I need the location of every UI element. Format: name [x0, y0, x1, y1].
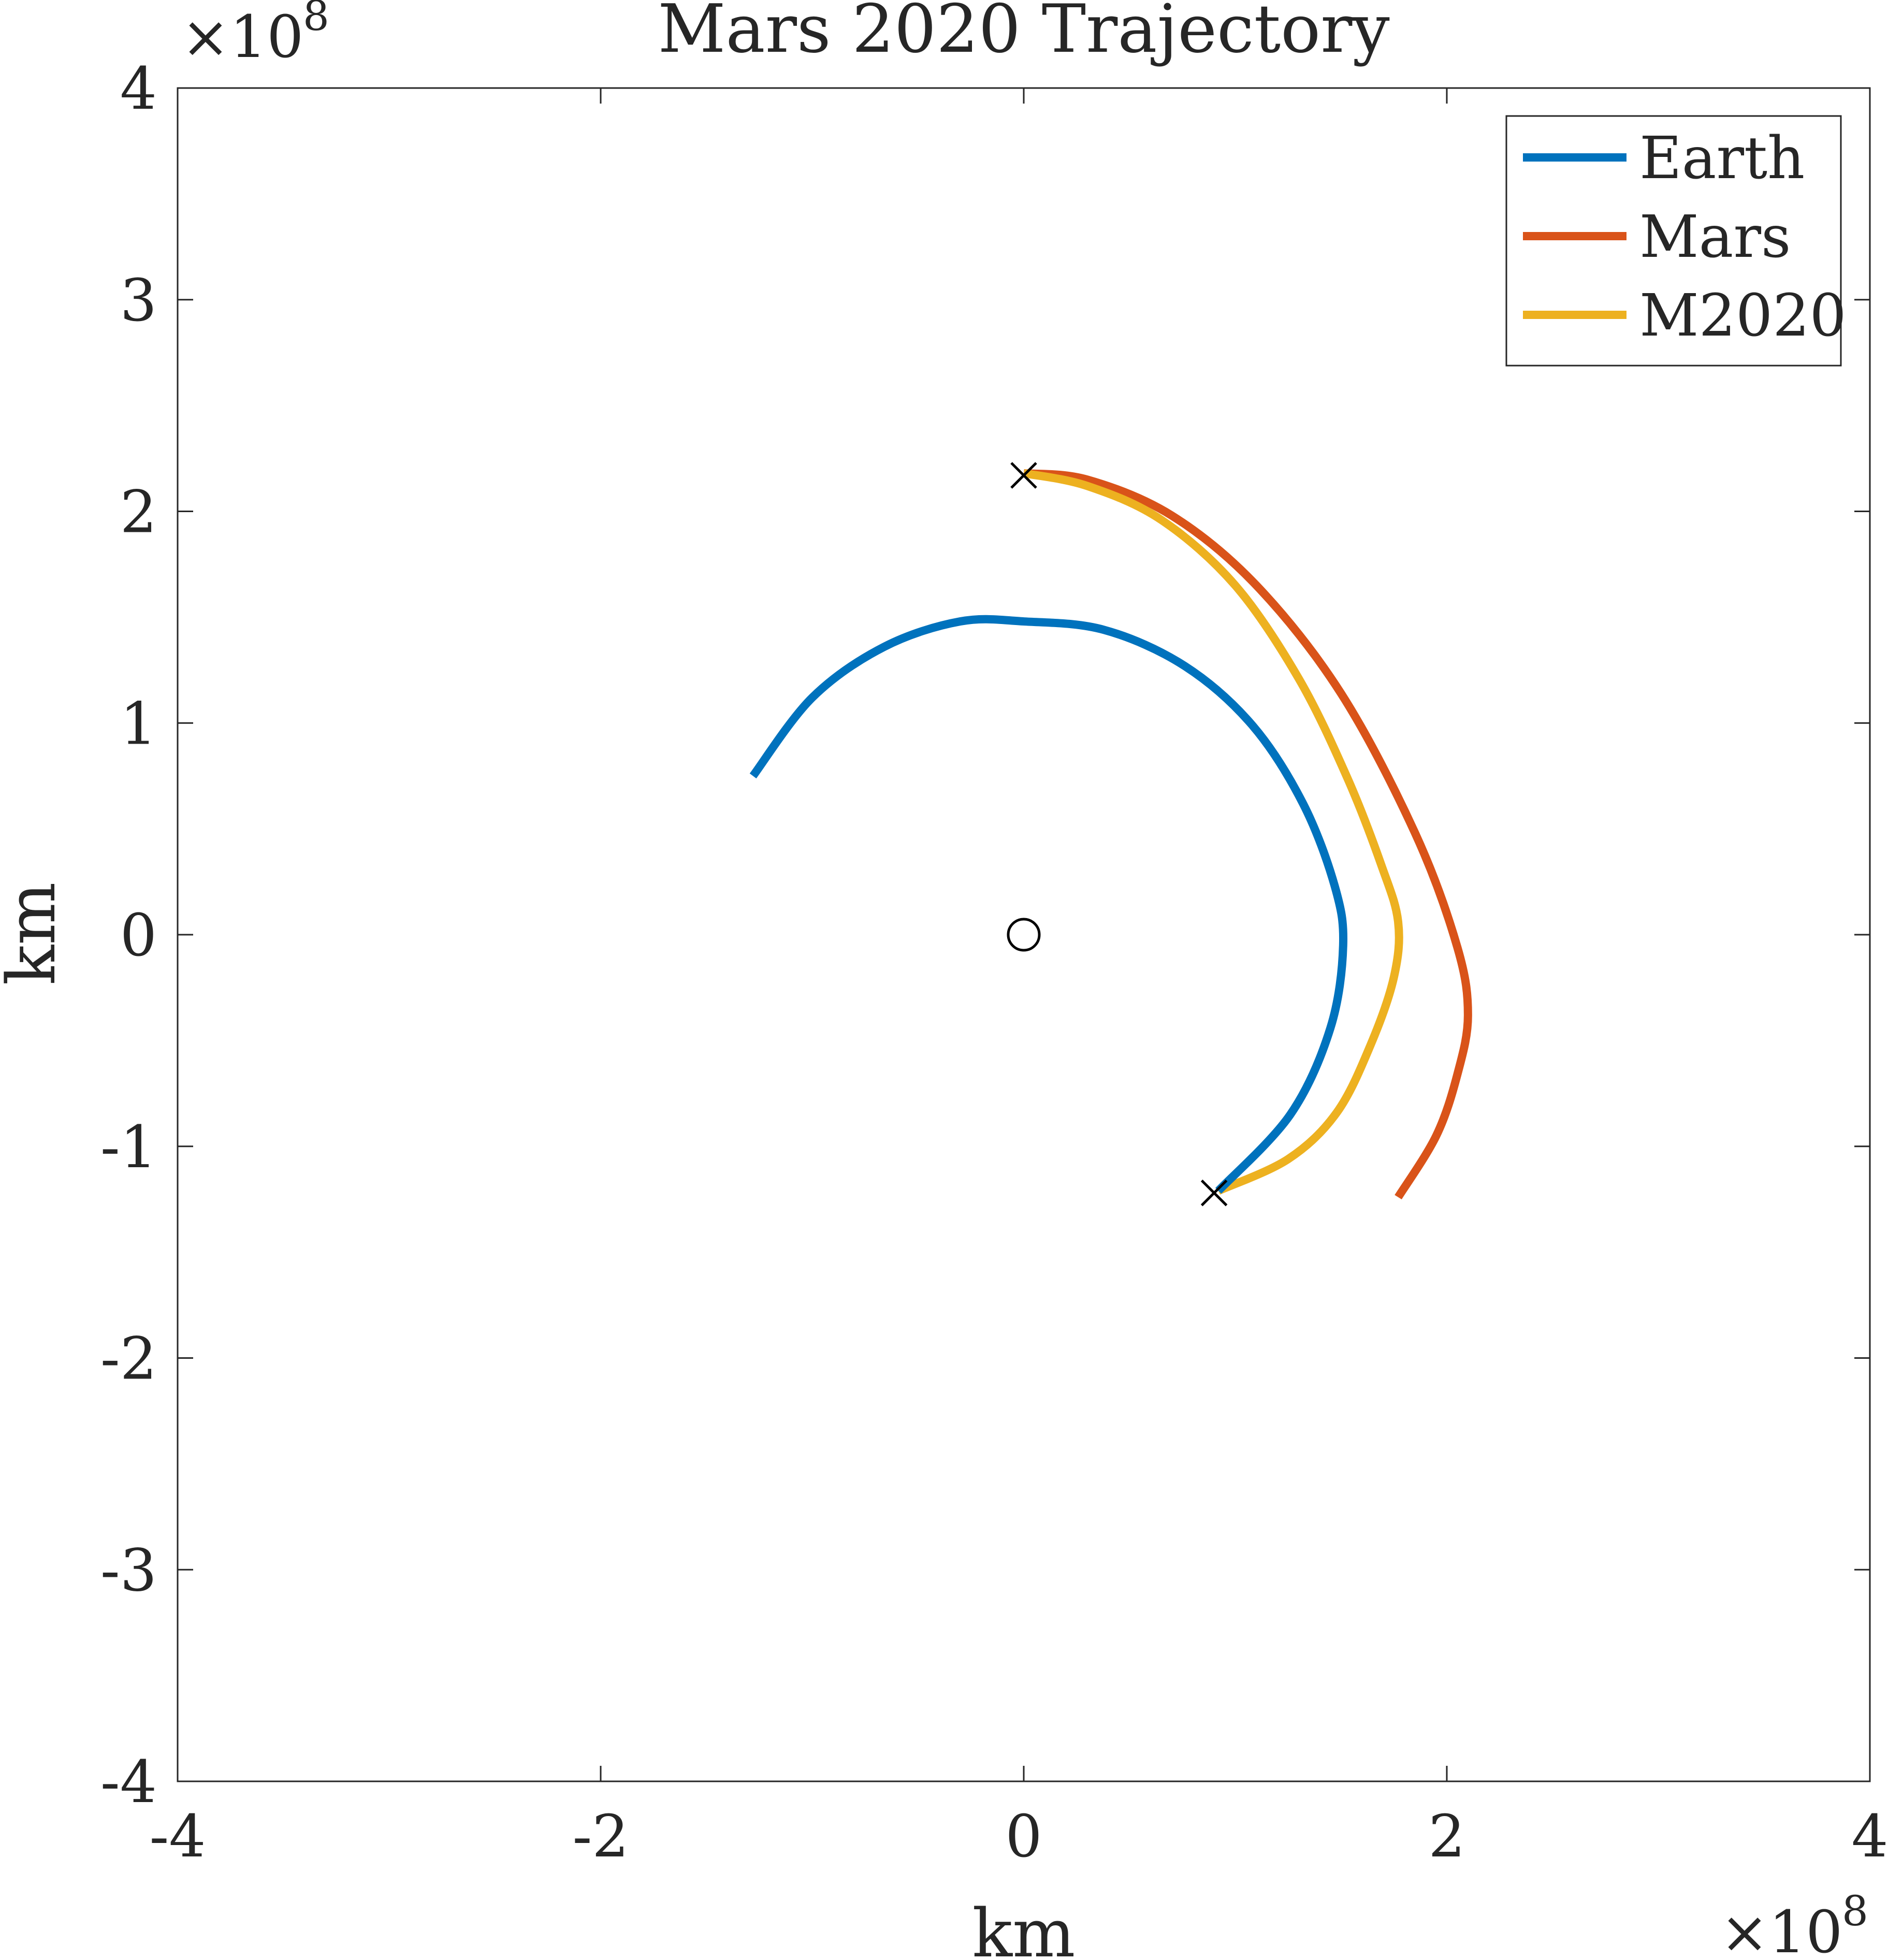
y-tick-label: -4: [100, 1749, 157, 1816]
cross-marker: [1010, 462, 1037, 489]
y-tick-label: 4: [120, 55, 157, 123]
y-tick-label: -3: [100, 1537, 157, 1604]
legend-label-m2020: M2020: [1639, 282, 1847, 350]
y-exponent-power: 8: [303, 0, 329, 40]
series-line-mars: [1023, 469, 1472, 1200]
y-tick-label: 0: [120, 902, 157, 969]
legend: Earth Mars M2020: [1505, 115, 1847, 367]
sun-marker: [1007, 918, 1041, 952]
x-exponent-label: ×10: [1720, 1899, 1842, 1960]
x-tick-label: -4: [149, 1803, 206, 1870]
plot-area: -4 -2 0 2 4 -4 -3 -2 -1 0 1 2 3 4: [100, 55, 1888, 1870]
x-tick-label: 2: [1428, 1803, 1465, 1870]
y-tick-label: 3: [120, 267, 157, 335]
x-tick-label: 0: [1005, 1803, 1042, 1870]
y-exponent: ×10 8: [181, 0, 329, 71]
legend-label-mars: Mars: [1639, 204, 1791, 271]
series-line-m2020: [1023, 469, 1403, 1195]
y-tick-label: -2: [100, 1326, 157, 1393]
y-tick-label: 1: [120, 690, 157, 758]
x-tick-label: 4: [1851, 1803, 1888, 1870]
legend-label-earth: Earth: [1639, 125, 1805, 192]
chart-title: Mars 2020 Trajectory: [658, 0, 1389, 68]
cross-marker: [1200, 1179, 1228, 1207]
y-tick-label: -1: [100, 1114, 157, 1181]
x-tick-label: -2: [572, 1803, 629, 1870]
y-axis-label: km: [0, 882, 70, 985]
series-line-earth: [749, 615, 1348, 1194]
x-exponent: ×10 8: [1720, 1887, 1868, 1960]
y-tick-label: 2: [120, 479, 157, 546]
x-axis-label: km: [972, 1895, 1076, 1960]
x-exponent-power: 8: [1842, 1887, 1868, 1935]
y-exponent-label: ×10: [181, 4, 303, 71]
